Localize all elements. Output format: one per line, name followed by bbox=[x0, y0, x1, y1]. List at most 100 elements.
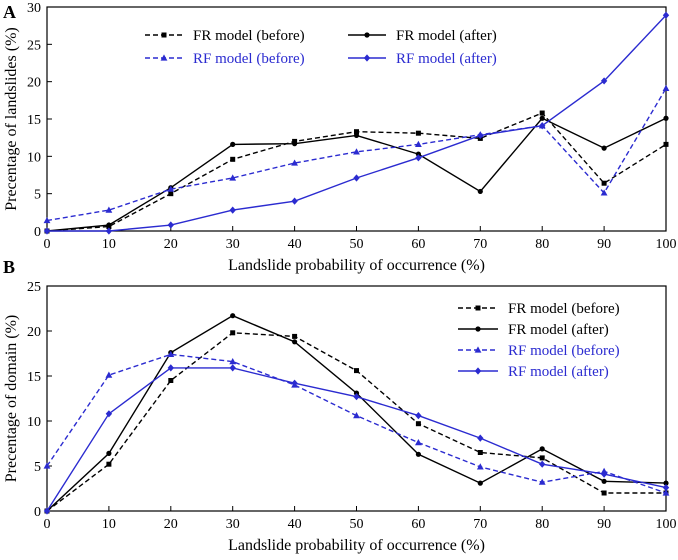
data-point bbox=[168, 378, 174, 383]
data-point bbox=[229, 174, 237, 181]
y-tick-label: 25 bbox=[27, 38, 41, 53]
x-tick-label: 70 bbox=[473, 237, 487, 252]
legend-label: FR model (after) bbox=[396, 28, 497, 44]
legend-label: FR model (before) bbox=[193, 28, 305, 44]
series-rf-model-after bbox=[43, 364, 670, 515]
data-point bbox=[354, 129, 359, 135]
y-tick-label: 10 bbox=[27, 150, 41, 165]
data-point bbox=[538, 478, 546, 485]
x-tick-label: 60 bbox=[411, 517, 425, 532]
data-point bbox=[105, 227, 113, 235]
data-point bbox=[600, 189, 608, 196]
data-point bbox=[229, 206, 236, 214]
x-tick-label: 70 bbox=[473, 517, 487, 532]
data-point bbox=[663, 115, 669, 121]
data-point bbox=[601, 145, 607, 151]
data-point bbox=[106, 450, 112, 456]
data-point bbox=[415, 154, 422, 162]
series-line bbox=[46, 367, 667, 512]
legend-marker bbox=[160, 54, 168, 61]
data-point bbox=[292, 141, 298, 147]
legend-label: RF model (after) bbox=[508, 364, 609, 380]
data-point bbox=[539, 446, 545, 452]
data-point bbox=[601, 180, 607, 186]
panel-label: A bbox=[3, 2, 16, 22]
data-point bbox=[353, 393, 360, 401]
legend-marker bbox=[475, 326, 481, 332]
data-point bbox=[167, 350, 175, 357]
data-point bbox=[477, 434, 484, 442]
data-point bbox=[229, 358, 237, 365]
legend-item: RF model (before) bbox=[458, 343, 620, 359]
data-point bbox=[663, 141, 669, 147]
data-point bbox=[415, 130, 421, 136]
x-tick-label: 80 bbox=[535, 517, 549, 532]
legend-marker bbox=[364, 32, 370, 38]
legend-marker bbox=[363, 54, 371, 62]
legend-marker bbox=[474, 367, 482, 375]
data-point bbox=[476, 463, 484, 470]
chart-panel-b: B 0 10 20 30 40 50 60 70 80 90 100 0 5 10 15 20 25 Landsli… bbox=[3, 257, 677, 554]
data-point bbox=[539, 455, 545, 461]
legend-item: RF model (after) bbox=[458, 364, 609, 380]
data-point bbox=[477, 450, 483, 455]
data-point bbox=[353, 132, 360, 139]
data-point bbox=[539, 115, 545, 121]
plot-frame bbox=[46, 6, 667, 232]
x-tick-label: 40 bbox=[288, 517, 302, 532]
data-point bbox=[539, 460, 546, 468]
data-point bbox=[291, 197, 298, 205]
y-axis-label: Precentage of landslides (%) bbox=[3, 27, 20, 210]
data-point bbox=[106, 461, 112, 467]
data-point bbox=[167, 221, 174, 229]
x-tick-label: 20 bbox=[164, 237, 178, 252]
data-point bbox=[105, 371, 113, 378]
data-point bbox=[415, 421, 421, 427]
legend-marker bbox=[474, 346, 482, 353]
data-point bbox=[662, 84, 670, 91]
data-point bbox=[477, 480, 483, 486]
data-point bbox=[477, 188, 483, 195]
data-point bbox=[168, 191, 174, 197]
data-point bbox=[230, 330, 236, 336]
data-point bbox=[43, 462, 51, 469]
x-tick-label: 90 bbox=[597, 237, 611, 252]
x-tick-label: 30 bbox=[226, 237, 240, 252]
x-tick-label: 50 bbox=[350, 517, 364, 532]
legend-label: RF model (before) bbox=[508, 343, 620, 359]
x-tick-label: 100 bbox=[656, 517, 677, 532]
data-point bbox=[663, 480, 669, 486]
data-point bbox=[539, 110, 545, 116]
x-tick-label: 20 bbox=[164, 517, 178, 532]
y-axis-label: Precentage of domain (%) bbox=[3, 315, 20, 482]
y-tick-label: 5 bbox=[34, 188, 41, 203]
data-point bbox=[167, 185, 175, 192]
data-point bbox=[601, 478, 607, 484]
data-point bbox=[600, 77, 608, 85]
data-point bbox=[354, 368, 359, 374]
legend-item: FR model (after) bbox=[348, 28, 497, 44]
data-point bbox=[353, 148, 360, 155]
data-point bbox=[477, 131, 484, 140]
data-point bbox=[167, 364, 174, 372]
series-line bbox=[47, 14, 667, 232]
data-point bbox=[229, 364, 236, 372]
x-tick-label: 100 bbox=[656, 237, 677, 252]
series-fr-model-before bbox=[44, 110, 669, 234]
data-point bbox=[662, 11, 670, 19]
data-point bbox=[292, 339, 298, 345]
legend-label: FR model (before) bbox=[508, 301, 620, 317]
data-point bbox=[230, 156, 236, 162]
y-tick-label: 5 bbox=[34, 460, 41, 475]
x-tick-label: 10 bbox=[102, 237, 116, 252]
data-point bbox=[43, 216, 51, 224]
data-point bbox=[43, 507, 51, 515]
legend-label: RF model (after) bbox=[396, 51, 497, 67]
data-point bbox=[353, 412, 360, 419]
data-point bbox=[291, 159, 298, 166]
legend-label: RF model (before) bbox=[193, 51, 305, 67]
panel-label: B bbox=[3, 257, 15, 277]
y-tick-label: 15 bbox=[27, 370, 41, 385]
data-point bbox=[601, 490, 607, 496]
legend-marker bbox=[161, 32, 167, 38]
